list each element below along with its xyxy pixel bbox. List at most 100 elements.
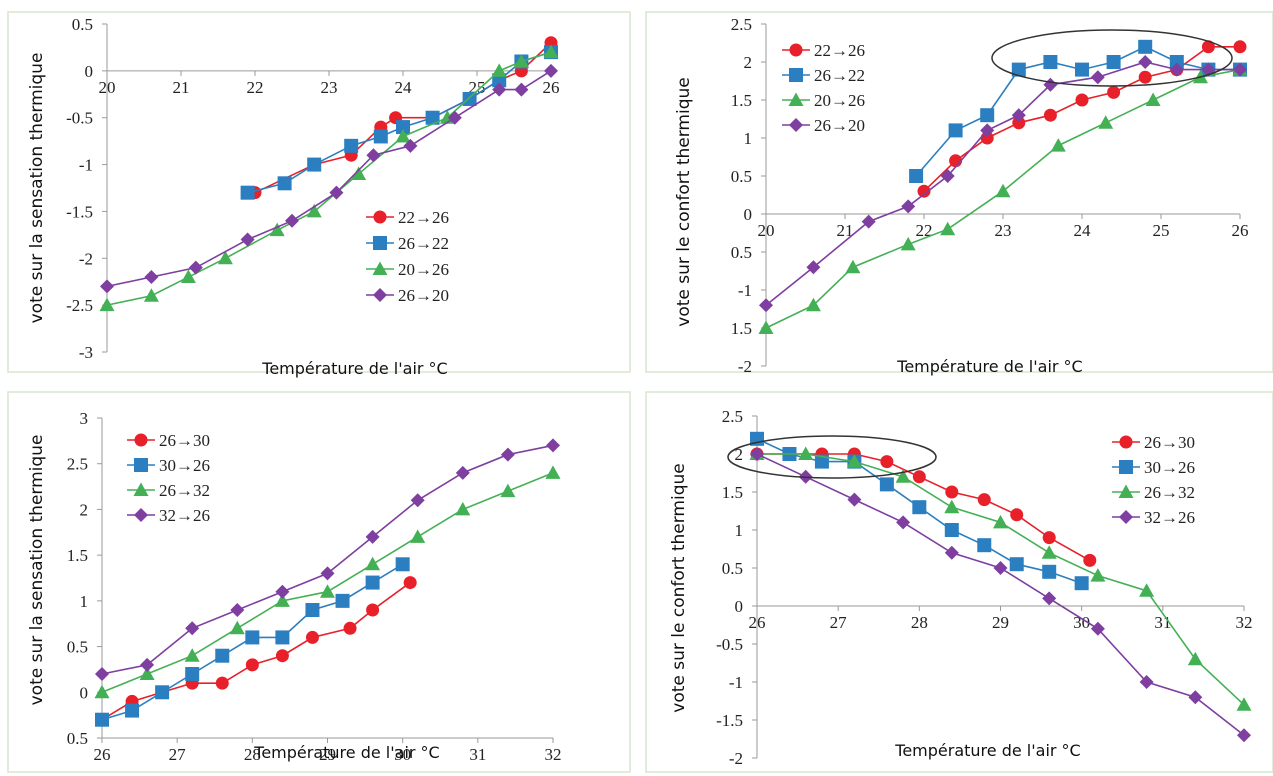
data-point bbox=[403, 138, 418, 153]
data-point bbox=[335, 593, 350, 608]
data-point bbox=[759, 298, 773, 313]
legend-label: 32→26 bbox=[1144, 508, 1195, 527]
data-point bbox=[365, 529, 380, 544]
x-tick-label: 28 bbox=[911, 613, 928, 632]
data-point bbox=[909, 169, 924, 183]
data-point bbox=[99, 297, 115, 312]
y-tick-label: 0 bbox=[735, 597, 744, 616]
data-point bbox=[846, 454, 862, 468]
data-point bbox=[240, 232, 255, 247]
data-point bbox=[944, 523, 959, 537]
data-point bbox=[395, 128, 411, 143]
y-axis-label: vote sur le confort thermique bbox=[669, 463, 689, 712]
data-point bbox=[1145, 92, 1161, 106]
data-point bbox=[180, 269, 196, 284]
legend-marker bbox=[134, 458, 148, 472]
legend-marker bbox=[373, 236, 387, 250]
data-point bbox=[1139, 675, 1154, 689]
data-point bbox=[275, 649, 289, 663]
legend-label: 26→22 bbox=[814, 66, 865, 85]
data-point bbox=[144, 270, 159, 285]
data-point bbox=[1169, 55, 1184, 69]
series-purple bbox=[759, 55, 1247, 313]
y-tick-label: 1 bbox=[735, 521, 744, 540]
data-point bbox=[366, 148, 381, 163]
x-tick-label: 26 bbox=[94, 745, 111, 764]
data-point bbox=[1042, 591, 1057, 606]
legend-entry: 26→20 bbox=[782, 116, 865, 135]
y-tick-label: -2 bbox=[79, 249, 93, 268]
x-tick-label: 29 bbox=[992, 613, 1009, 632]
data-point bbox=[500, 447, 515, 462]
data-point bbox=[900, 236, 916, 251]
x-tick-label: 20 bbox=[99, 78, 116, 97]
data-point bbox=[306, 203, 322, 218]
y-tick-label: 1.5 bbox=[67, 546, 88, 565]
legend-entry: 26→32 bbox=[127, 481, 210, 500]
data-point bbox=[95, 667, 109, 681]
chart-panel-1: 0.50-0.5-1-1.5-2-2.5-320 21 22 23 24 25 26Temp… bbox=[7, 11, 631, 378]
legend-label: 20→26 bbox=[398, 260, 449, 279]
x-tick-label: 22 bbox=[247, 78, 264, 97]
data-point bbox=[544, 63, 558, 78]
chart-panel-4: 2.5 2 1.5 1 0.5 0 -0.5 -1 -1.5 -2 26 27 28 29 30 31 32 Te… bbox=[645, 391, 1273, 773]
data-point bbox=[277, 176, 292, 191]
legend-entry: 26→30 bbox=[127, 431, 210, 450]
x-tick-label: 25 bbox=[1153, 221, 1170, 240]
data-point bbox=[320, 566, 335, 581]
data-point bbox=[977, 493, 991, 507]
x-tick-label: 32 bbox=[1236, 613, 1253, 632]
data-point bbox=[1187, 651, 1203, 666]
x-tick-label: 26 bbox=[543, 78, 560, 97]
data-point bbox=[492, 82, 507, 97]
data-point bbox=[245, 630, 260, 645]
y-tick-label: 0.5 bbox=[72, 15, 93, 34]
data-point bbox=[184, 648, 200, 662]
legend-marker bbox=[133, 482, 149, 496]
legend-marker bbox=[789, 118, 803, 132]
series-purple bbox=[100, 63, 558, 294]
data-point bbox=[1075, 62, 1089, 77]
data-point bbox=[912, 500, 927, 515]
series-blue bbox=[95, 557, 410, 727]
data-point bbox=[944, 499, 960, 514]
data-point bbox=[806, 260, 821, 275]
data-point bbox=[215, 676, 229, 690]
data-point bbox=[403, 576, 417, 590]
data-point bbox=[1233, 40, 1247, 54]
panel-frame bbox=[645, 11, 1273, 373]
legend-marker bbox=[372, 261, 388, 275]
legend-marker bbox=[788, 92, 804, 106]
data-point bbox=[1074, 576, 1089, 591]
chart-panel-2: 2.5 2 1.5 1 0.5 0 0.5 -1 1.5 -2 20 21 22 23 24 25 26 Temp… bbox=[645, 11, 1273, 376]
data-point bbox=[1075, 93, 1089, 107]
y-axis-label: vote sur le confort thermique bbox=[674, 77, 694, 326]
legend-entry: 30→26 bbox=[127, 456, 210, 475]
data-point bbox=[230, 603, 245, 617]
x-tick-label: 31 bbox=[1154, 613, 1171, 632]
data-point bbox=[275, 584, 290, 599]
data-point bbox=[1188, 690, 1203, 705]
y-tick-label: -1 bbox=[738, 281, 752, 300]
data-point bbox=[1010, 508, 1024, 522]
x-tick-label: 26 bbox=[749, 613, 766, 632]
legend-label: 26→20 bbox=[398, 286, 449, 305]
legend-entry: 26→22 bbox=[366, 234, 449, 253]
series-purple bbox=[95, 438, 560, 681]
data-point bbox=[305, 630, 319, 644]
x-tick-label: 22 bbox=[916, 221, 933, 240]
plateau-ellipse bbox=[727, 435, 937, 479]
y-tick-label: -3 bbox=[79, 343, 93, 362]
legend-label: 26→20 bbox=[814, 116, 865, 135]
x-tick-label: 29 bbox=[319, 745, 336, 764]
legend-entry: 20→26 bbox=[366, 260, 449, 279]
data-point bbox=[140, 657, 155, 672]
data-point bbox=[1107, 85, 1121, 99]
x-tick-label: 21 bbox=[173, 78, 190, 97]
legend-label: 30→26 bbox=[159, 456, 210, 475]
data-point bbox=[329, 185, 344, 200]
data-point bbox=[1012, 116, 1026, 130]
y-tick-label: 2 bbox=[735, 445, 744, 464]
data-point bbox=[455, 501, 471, 516]
